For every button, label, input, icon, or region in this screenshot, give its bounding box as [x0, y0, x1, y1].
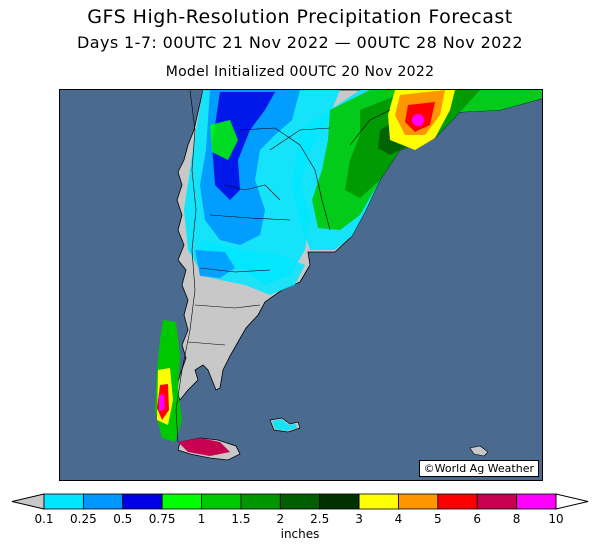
- colorbar: [11, 493, 589, 510]
- borders: [175, 90, 391, 443]
- colorbar-above-arrow: [555, 493, 589, 510]
- colorbar-tick-label: 0.25: [70, 512, 97, 526]
- colorbar-segment: [476, 493, 518, 510]
- colorbar-segment: [358, 493, 399, 510]
- colorbar-tick-label: 1: [197, 512, 206, 526]
- credit-label: ©World Ag Weather: [418, 460, 539, 477]
- colorbar-segment: [240, 493, 281, 510]
- colorbar-segment: [122, 493, 163, 510]
- colorbar-tick-label: 10: [548, 512, 564, 526]
- colorbar-units: inches: [280, 527, 320, 541]
- colorbar-tick-label: 0.5: [113, 512, 133, 526]
- colorbar-tick-label: 5: [434, 512, 442, 526]
- colorbar-segment: [398, 493, 439, 510]
- model-init-time: Model Initialized 00UTC 20 Nov 2022: [165, 64, 435, 80]
- colorbar-tick-label: 0.75: [148, 512, 176, 526]
- colorbar-tick-label: 4: [394, 512, 403, 526]
- precip-patagonia-magenta: [159, 394, 165, 412]
- colorbar-tick-label: 8: [512, 512, 521, 526]
- colorbar-tick-label: 2: [276, 512, 285, 526]
- colorbar-segment: [516, 493, 557, 510]
- forecast-period: Days 1-7: 00UTC 21 Nov 2022 — 00UTC 28 N…: [77, 33, 523, 52]
- colorbar-tick-label: 2.5: [310, 512, 330, 526]
- precip-falklands-light: [272, 419, 297, 431]
- precip-max-magenta: [412, 114, 424, 126]
- colorbar-tick-label: 1.5: [231, 512, 251, 526]
- precip-green-north: [210, 120, 238, 160]
- colorbar-segment: [279, 493, 321, 510]
- precipitation-map: ©World Ag Weather: [59, 89, 543, 481]
- colorbar-segment: [437, 493, 478, 510]
- map-canvas: [60, 90, 542, 480]
- colorbar-tick-label: 3: [355, 512, 363, 526]
- map-title: GFS High-Resolution Precipitation Foreca…: [87, 6, 513, 28]
- colorbar-segment: [43, 493, 84, 510]
- precip-band-heavy-north: [212, 92, 275, 200]
- colorbar-segment: [319, 493, 360, 510]
- precip-central-light: [200, 240, 305, 295]
- land-south-georgia: [469, 445, 489, 457]
- colorbar-tick-label: 0.1: [34, 512, 54, 526]
- colorbar-segment: [82, 493, 124, 510]
- colorbar-segment: [161, 493, 202, 510]
- precip-fuego-mix: [178, 438, 230, 456]
- colorbar-tick-label: 6: [473, 512, 482, 526]
- colorbar-below-arrow: [11, 493, 45, 510]
- colorbar-segment: [201, 493, 242, 510]
